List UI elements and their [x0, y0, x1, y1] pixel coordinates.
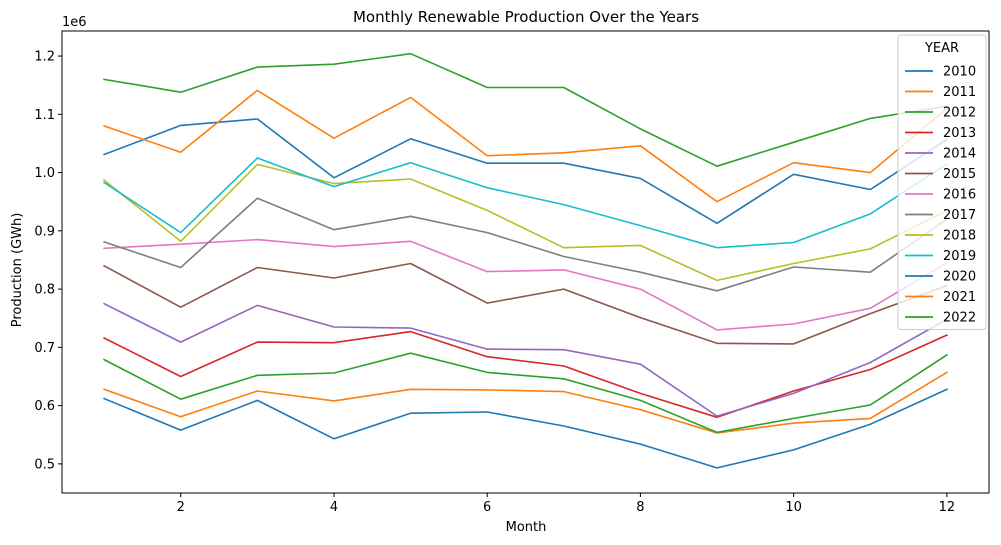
- series-line-2020: [103, 118, 949, 225]
- legend-label-2017: 2017: [943, 208, 976, 223]
- y-tick-label: 1.2: [34, 50, 55, 65]
- series-line-2022: [103, 52, 948, 167]
- x-tick-label: 6: [483, 500, 491, 515]
- x-tick-label: 4: [330, 500, 338, 515]
- plot-area: 2 4 6 8 10 12 0.5 0.6 0.7 0.8 0.9 1.0 1.1 1.2: [34, 30, 990, 515]
- y-tick-label: 0.7: [34, 341, 55, 356]
- legend-title: YEAR: [924, 41, 959, 56]
- legend: YEAR 2010 2011 2012 2013 2014 2015 2016 2017 2018…: [897, 34, 987, 330]
- axes-frame: [61, 30, 990, 494]
- y-tick-label: 1.0: [34, 166, 55, 181]
- x-tick-label: 2: [177, 500, 185, 515]
- series-line-2019: [102, 157, 949, 249]
- x-tick-label: 8: [636, 500, 644, 515]
- legend-label-2019: 2019: [943, 249, 976, 264]
- series-line-2016: [103, 238, 948, 331]
- x-tick-label: 10: [785, 500, 802, 515]
- series-line-2010: [103, 388, 948, 469]
- chart-title: Monthly Renewable Production Over the Ye…: [353, 8, 699, 26]
- legend-label-2010: 2010: [943, 65, 976, 80]
- series-line-2011: [103, 371, 948, 434]
- legend-label-2020: 2020: [943, 270, 976, 285]
- legend-label-2021: 2021: [943, 290, 976, 305]
- y-offset-label: 1e6: [62, 15, 87, 30]
- series-line-2021: [103, 89, 949, 203]
- legend-label-2022: 2022: [943, 311, 976, 326]
- series-line-2017: [103, 197, 949, 292]
- legend-label-2015: 2015: [943, 167, 976, 182]
- series-line-2014: [103, 302, 948, 417]
- y-tick-label: 1.1: [34, 108, 55, 123]
- legend-label-2016: 2016: [943, 188, 976, 203]
- legend-label-2018: 2018: [943, 229, 976, 244]
- x-axis-label: Month: [506, 520, 547, 535]
- y-axis-label: Production (GWh): [10, 213, 25, 328]
- legend-label-2014: 2014: [943, 147, 976, 162]
- series-line-2018: [102, 163, 948, 282]
- legend-label-2013: 2013: [943, 126, 976, 141]
- y-tick-label: 0.9: [34, 224, 55, 239]
- x-tick-label: 12: [939, 500, 956, 515]
- series-line-2012: [103, 352, 949, 434]
- legend-label-2012: 2012: [943, 106, 976, 121]
- legend-label-2011: 2011: [943, 85, 976, 100]
- series-line-2015: [103, 262, 948, 345]
- y-tick-label: 0.5: [34, 457, 55, 472]
- y-tick-label: 0.6: [34, 399, 55, 414]
- y-tick-label: 0.8: [34, 283, 55, 298]
